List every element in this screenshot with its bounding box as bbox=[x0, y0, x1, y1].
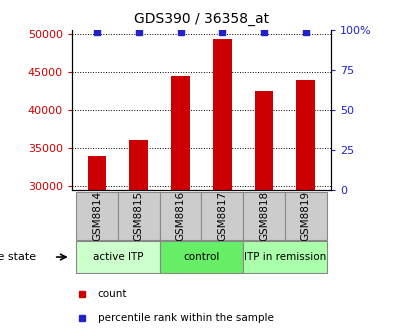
Text: GSM8816: GSM8816 bbox=[175, 191, 185, 241]
Text: count: count bbox=[98, 289, 127, 299]
Text: GSM8819: GSM8819 bbox=[301, 191, 311, 241]
Text: GSM8817: GSM8817 bbox=[217, 191, 227, 241]
Text: active ITP: active ITP bbox=[92, 252, 143, 262]
Text: disease state: disease state bbox=[0, 252, 36, 262]
Bar bbox=[118, 192, 159, 240]
Bar bbox=[171, 76, 190, 190]
Bar bbox=[296, 80, 315, 190]
Text: GSM8818: GSM8818 bbox=[259, 191, 269, 241]
Bar bbox=[201, 192, 243, 240]
Bar bbox=[255, 91, 273, 190]
Text: GSM8814: GSM8814 bbox=[92, 191, 102, 241]
Bar bbox=[76, 192, 118, 240]
Bar bbox=[129, 140, 148, 190]
Title: GDS390 / 36358_at: GDS390 / 36358_at bbox=[134, 12, 269, 27]
Text: control: control bbox=[183, 252, 219, 262]
Bar bbox=[243, 192, 285, 240]
Text: percentile rank within the sample: percentile rank within the sample bbox=[98, 313, 274, 323]
Text: GSM8815: GSM8815 bbox=[134, 191, 144, 241]
Bar bbox=[243, 241, 327, 273]
Bar bbox=[285, 192, 327, 240]
Bar bbox=[159, 241, 243, 273]
Bar bbox=[88, 156, 106, 190]
Bar bbox=[76, 241, 159, 273]
Text: ITP in remission: ITP in remission bbox=[244, 252, 326, 262]
Bar bbox=[213, 39, 232, 190]
Bar bbox=[159, 192, 201, 240]
